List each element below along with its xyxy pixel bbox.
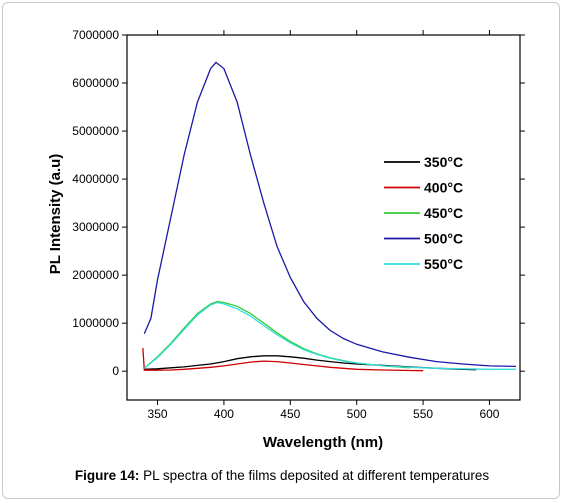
y-tick-label: 3000000 [72,220,119,234]
figure-frame [2,2,560,499]
x-tick-label: 550 [413,407,433,421]
x-tick-label: 350 [148,407,168,421]
y-tick-label: 2000000 [72,268,119,282]
y-tick-label: 6000000 [72,76,119,90]
plot-frame [126,34,521,401]
figure-caption: Figure 14: PL spectra of the films depos… [0,468,564,483]
x-tick-label: 500 [347,407,367,421]
x-axis-title: Wavelength (nm) [263,434,383,451]
series-line-3 [143,61,517,368]
figure-caption-text: PL spectra of the films deposited at dif… [143,468,490,483]
figure-label: Figure 14: [74,468,140,483]
y-tick-label: 4000000 [72,172,119,186]
axes: 0 1000000 2000000 3000000 4000000 5000000 6000… [72,28,525,421]
series-line-4 [143,301,516,370]
legend-label-4: 550°C [424,256,463,272]
legend: 350°C 400°C 450°C 500°C 550°C [384,154,463,272]
y-tick-label: 5000000 [72,124,119,138]
legend-label-2: 450°C [424,205,463,221]
legend-label-1: 400°C [424,180,463,196]
pl-spectra-chart: 0 1000000 2000000 3000000 4000000 5000000 6000… [47,28,525,451]
y-tick-label: 0 [112,364,119,378]
plot-area [142,61,517,372]
y-axis-title: PL Intensity (a.u) [47,154,64,275]
y-tick-label: 1000000 [72,316,119,330]
x-tick-label: 600 [479,407,499,421]
series-line-1 [142,348,424,372]
y-tick-label: 7000000 [72,28,119,42]
x-tick-label: 450 [280,407,300,421]
legend-label-3: 500°C [424,231,463,247]
x-tick-label: 400 [214,407,234,421]
legend-label-0: 350°C [424,154,463,170]
